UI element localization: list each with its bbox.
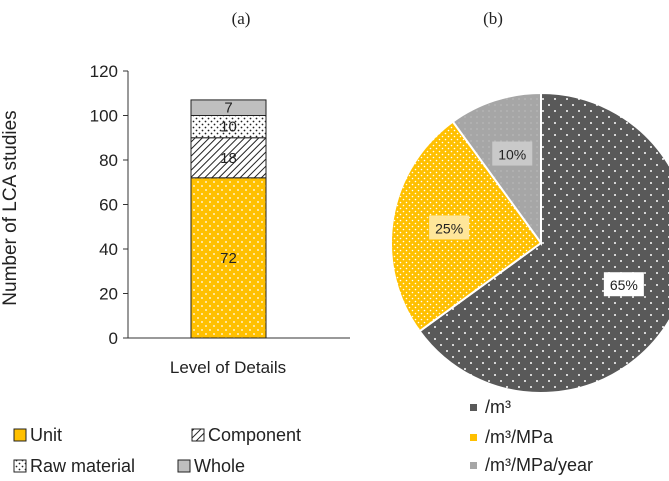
- legend-item-m3: /m³: [470, 397, 511, 417]
- y-tick-label: 80: [99, 151, 118, 170]
- bar-segment-component: [190, 137, 267, 179]
- legend-label-m3-mpa: /m³/MPa: [485, 427, 554, 447]
- bar-segment-whole: [190, 99, 267, 117]
- legend-item-component: Component: [191, 425, 301, 445]
- pie-legend: /m³ /m³/MPa /m³/MPa/year: [470, 397, 593, 475]
- bar-segment-unit: [190, 177, 267, 339]
- legend-item-m3-mpa-year: /m³/MPa/year: [470, 455, 593, 475]
- legend-item-unit: Unit: [13, 425, 62, 445]
- pie-label-m3-mpa: 25%: [435, 220, 463, 236]
- data-label-raw-material: 10: [220, 119, 237, 136]
- legend-swatch-m3-mpa-year: [470, 462, 477, 469]
- y-tick-label: 0: [109, 329, 118, 348]
- panel-label-b: (b): [483, 9, 503, 28]
- legend-swatch-unit: [13, 428, 27, 442]
- legend-item-raw-material: Raw material: [13, 456, 135, 476]
- pie-label-m3: 65%: [610, 277, 638, 293]
- data-label-component: 18: [220, 150, 237, 167]
- legend-item-whole: Whole: [177, 456, 245, 476]
- pie-label-box-m3: [603, 272, 644, 297]
- y-tick-label: 60: [99, 196, 118, 215]
- legend-label-raw-material: Raw material: [30, 456, 135, 476]
- y-tick-label: 100: [90, 107, 118, 126]
- legend-label-m3: /m³: [485, 397, 511, 417]
- legend-swatch-whole: [177, 459, 191, 473]
- legend-swatch-component: [191, 428, 205, 442]
- panel-label-a: (a): [232, 9, 251, 28]
- legend-swatch-raw-material: [13, 459, 27, 473]
- pie-label-box-m3-mpa-year: [492, 141, 533, 166]
- pie-chart: 65% 25% 10%: [390, 91, 669, 394]
- legend-label-m3-mpa-year: /m³/MPa/year: [485, 455, 593, 475]
- bar-segments: 72 18 10 7: [190, 99, 267, 339]
- y-tick-label: 20: [99, 285, 118, 304]
- pie-label-box-m3-mpa: [429, 215, 470, 240]
- y-ticks: 0 20 40 60 80 100 120: [90, 62, 128, 348]
- y-tick-label: 40: [99, 240, 118, 259]
- pie-slice-m3: [418, 91, 669, 394]
- y-axis-title: Number of LCA studies: [0, 110, 21, 305]
- pie-label-m3-mpa-year: 10%: [498, 147, 526, 163]
- bar-chart: 0 20 40 60 80 100 120 72 18 10 7 Number of LCA st…: [0, 62, 350, 377]
- legend-label-whole: Whole: [194, 456, 245, 476]
- pie-slice-m3-mpa-year: [451, 91, 542, 247]
- legend-label-unit: Unit: [30, 425, 62, 445]
- x-axis-category-label: Level of Details: [170, 358, 286, 377]
- y-tick-label: 120: [90, 62, 118, 81]
- data-label-unit: 72: [220, 250, 237, 267]
- legend-swatch-m3: [470, 404, 477, 411]
- data-label-whole: 7: [224, 100, 232, 117]
- legend-swatch-m3-mpa: [470, 434, 477, 441]
- legend-item-m3-mpa: /m³/MPa: [470, 427, 554, 447]
- legend-label-component: Component: [208, 425, 301, 445]
- bar-legend: Unit Component Raw material Whole: [13, 425, 301, 476]
